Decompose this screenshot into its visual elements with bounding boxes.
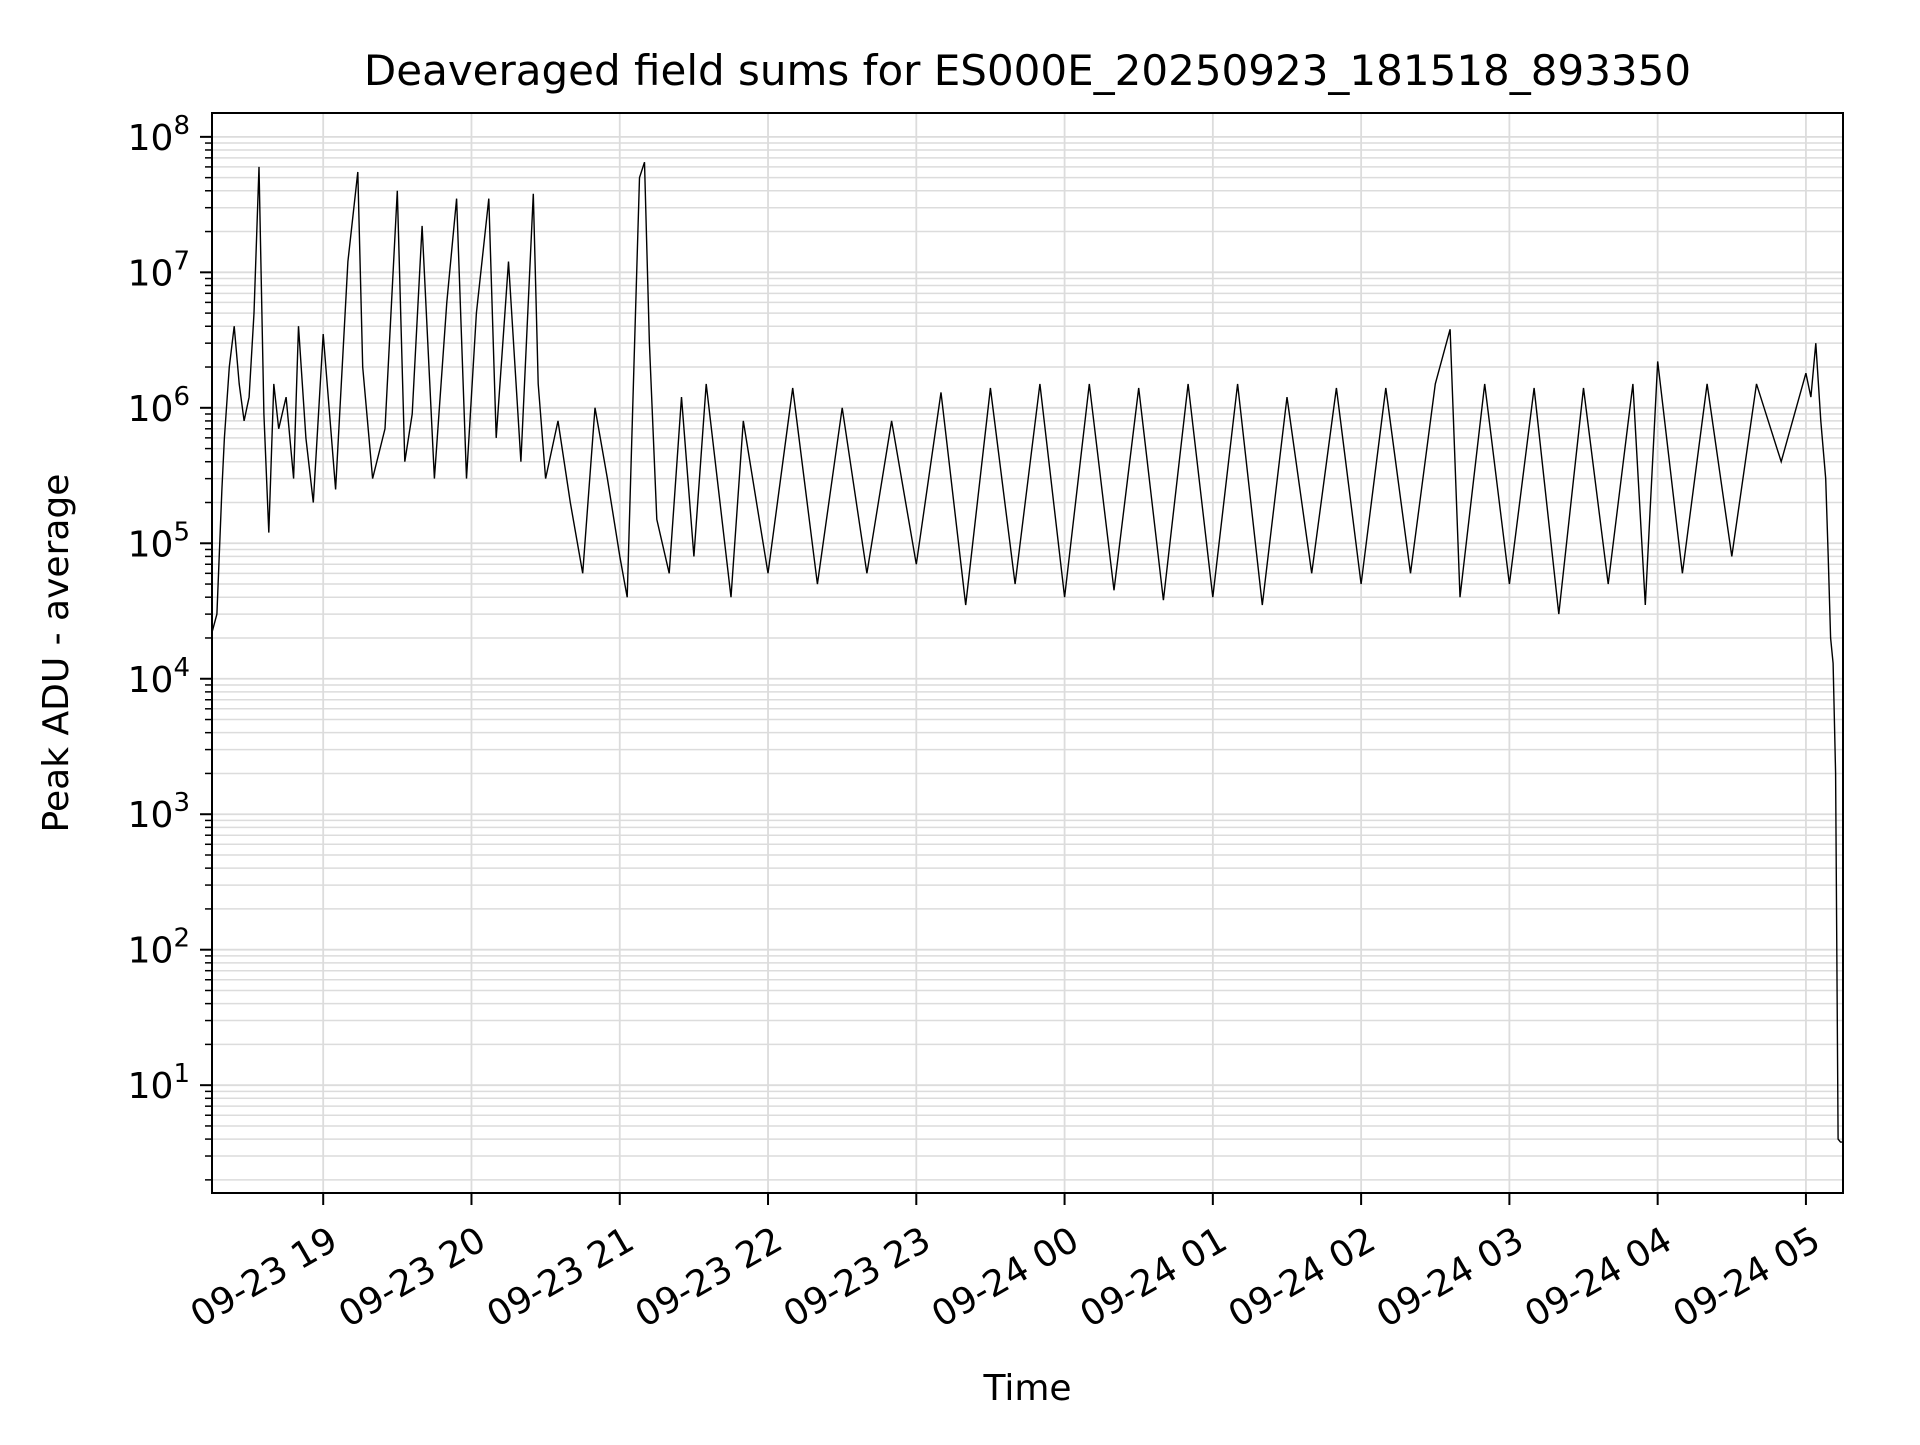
y-tick-label: 107 <box>128 246 190 294</box>
plot-frame <box>211 112 1844 1194</box>
y-tick-label: 108 <box>128 111 190 159</box>
x-axis-label: Time <box>982 1368 1071 1409</box>
series-line <box>211 161 1843 1143</box>
y-tick-label: 103 <box>128 788 190 836</box>
chart-title: Deaveraged field sums for ES000E_2025092… <box>364 46 1691 95</box>
y-tick-label: 105 <box>128 517 190 565</box>
y-axis-label: Peak ADU - average <box>36 474 77 833</box>
data-layer <box>211 161 1843 1143</box>
y-tick-label: 104 <box>128 653 190 701</box>
y-tick-label: 102 <box>128 924 190 972</box>
y-tick-label: 101 <box>128 1059 190 1107</box>
y-tick-label: 106 <box>128 382 190 430</box>
grid-layer <box>212 113 1843 1193</box>
